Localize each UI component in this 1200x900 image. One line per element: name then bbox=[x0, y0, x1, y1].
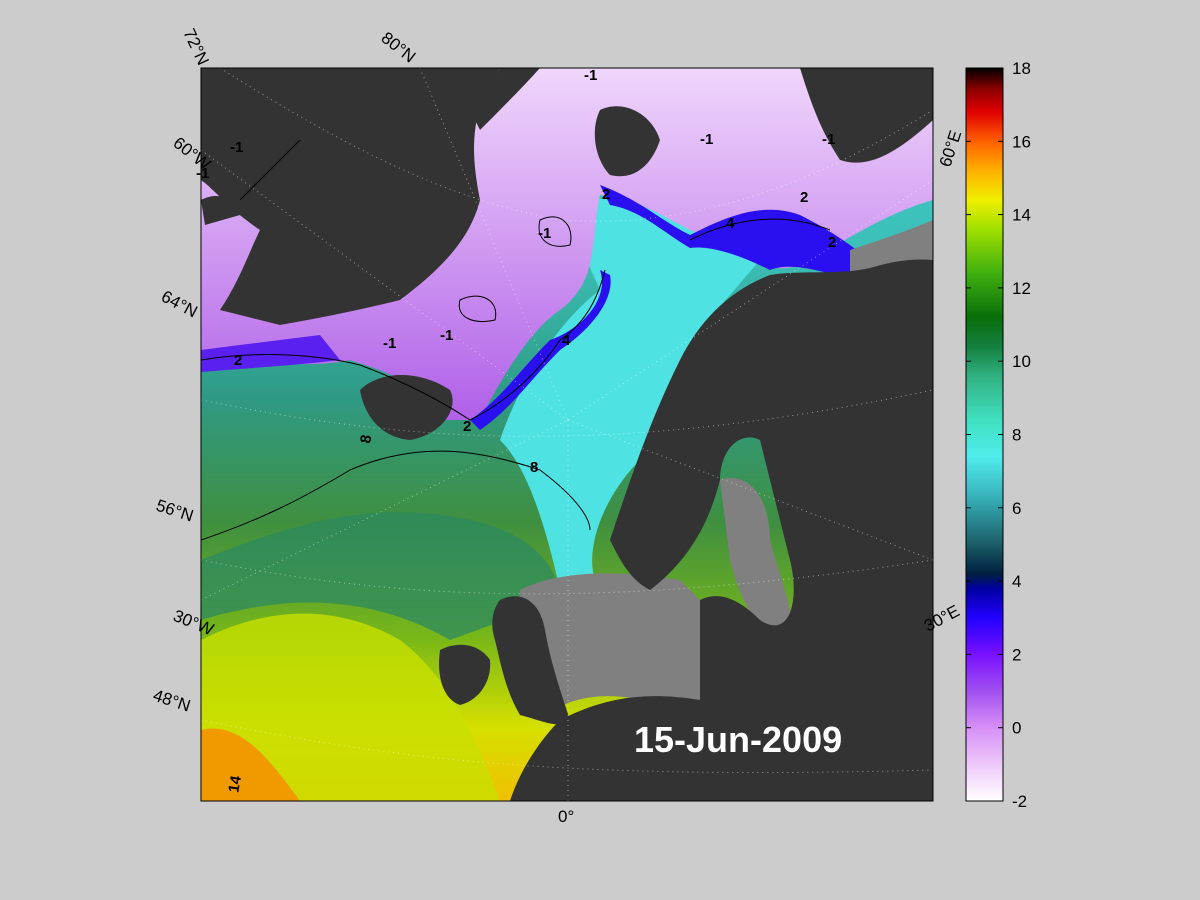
contour-label: 2 bbox=[800, 189, 808, 206]
contour-label: 2 bbox=[602, 186, 610, 203]
great-britain bbox=[492, 596, 570, 725]
colorbar-tick-label: 4 bbox=[1012, 572, 1021, 591]
lon-label-60e: 60°E bbox=[936, 128, 966, 169]
colorbar-tick-label: 8 bbox=[1012, 426, 1021, 445]
lat-label-48n: 48°N bbox=[151, 686, 193, 716]
graticule bbox=[201, 68, 933, 801]
iceland bbox=[360, 375, 453, 440]
greenland bbox=[201, 68, 500, 325]
contour-label: 2 bbox=[234, 352, 242, 369]
contour-label: 2 bbox=[828, 234, 836, 251]
colorbar-tick-label: 18 bbox=[1012, 59, 1031, 78]
colorbar: 18 16 14 12 10 8 6 4 2 0 -2 bbox=[965, 59, 1031, 811]
polar-front-west bbox=[470, 270, 611, 430]
denmark-strait-front bbox=[201, 335, 340, 372]
colorbar-tick-label: 16 bbox=[1012, 132, 1031, 151]
contour-labels: -1 -1 -1 -1 -1 -1 -1 -1 2 2 2 2 2 4 4 8 … bbox=[196, 67, 836, 794]
map-frame bbox=[200, 67, 934, 802]
colorbar-ticks: 18 16 14 12 10 8 6 4 2 0 -2 bbox=[966, 59, 1031, 811]
contour-label: -1 bbox=[383, 335, 396, 352]
colorbar-tick-label: 14 bbox=[1012, 206, 1031, 225]
svalbard bbox=[594, 106, 660, 177]
contour-label: 4 bbox=[562, 332, 571, 349]
warm-water bbox=[201, 613, 500, 801]
polar-front-east bbox=[600, 185, 880, 280]
scandinavia-eurasia bbox=[510, 259, 933, 801]
contour-label: 4 bbox=[726, 215, 735, 232]
lat-label-56n: 56°N bbox=[154, 496, 196, 526]
greenland-ne bbox=[470, 68, 540, 130]
contour-label: -1 bbox=[230, 139, 243, 156]
lon-label-0: 0° bbox=[558, 807, 574, 826]
contour-lines bbox=[201, 139, 831, 541]
warmest-water bbox=[201, 728, 300, 801]
mid-water bbox=[201, 512, 560, 640]
colorbar-scale bbox=[965, 67, 1004, 802]
north-sea-nodata bbox=[520, 573, 700, 720]
map-area bbox=[201, 68, 933, 801]
colorbar-tick-label: 12 bbox=[1012, 279, 1031, 298]
contour-label: 14 bbox=[225, 774, 245, 794]
contour-label: -1 bbox=[584, 67, 597, 84]
norwegian-sea bbox=[500, 198, 760, 590]
contour-label: -1 bbox=[538, 225, 551, 242]
colorbar-tick-label: -2 bbox=[1012, 792, 1027, 811]
colorbar-tick-label: 2 bbox=[1012, 645, 1021, 664]
contour-label: 8 bbox=[530, 459, 538, 476]
contour-label: -1 bbox=[440, 327, 453, 344]
baltic-nodata bbox=[720, 478, 793, 650]
contour-label: 2 bbox=[463, 418, 471, 435]
contour-label: -1 bbox=[700, 131, 713, 148]
contour-label: -1 bbox=[822, 131, 835, 148]
date-label: 15-Jun-2009 bbox=[634, 719, 842, 760]
novaya-zemlya bbox=[800, 68, 933, 163]
colorbar-tick-label: 10 bbox=[1012, 352, 1031, 371]
lat-label-72n: 72°N bbox=[179, 26, 212, 68]
colorbar-tick-label: 6 bbox=[1012, 499, 1021, 518]
contour-label: 8 bbox=[357, 433, 375, 444]
lat-label-64n: 64°N bbox=[158, 287, 200, 322]
colorbar-tick-label: 0 bbox=[1012, 719, 1021, 738]
ireland bbox=[439, 644, 491, 705]
lon-label-80n: 80°N bbox=[378, 28, 420, 66]
contour-label: -1 bbox=[196, 165, 209, 182]
